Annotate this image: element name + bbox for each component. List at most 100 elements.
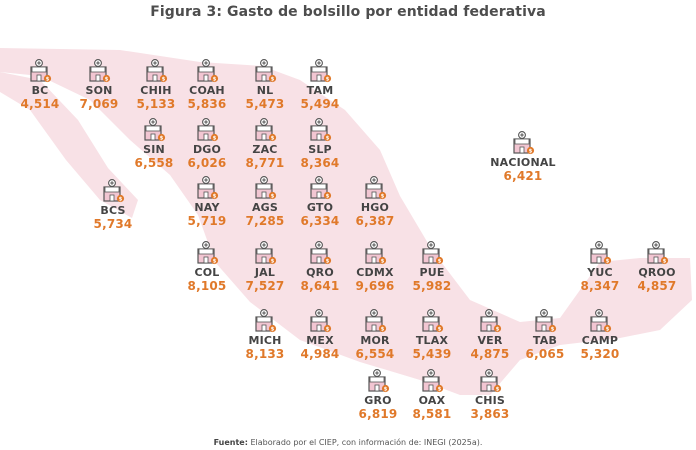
pharmacy-building-icon: $ bbox=[146, 59, 168, 82]
pharmacy-building-icon: $ bbox=[255, 59, 277, 82]
pharmacy-building-icon: $ bbox=[255, 176, 277, 199]
entity-label: HGO bbox=[360, 201, 390, 214]
entity-chis: $ CHIS 3,863 bbox=[452, 368, 528, 421]
svg-text:$: $ bbox=[213, 193, 217, 199]
entity-label: TLAX bbox=[415, 334, 449, 347]
entity-label: MOR bbox=[360, 334, 390, 347]
entity-slp: $ SLP 8,364 bbox=[282, 117, 358, 170]
pharmacy-building-icon: $ bbox=[255, 118, 277, 141]
entity-value: 5,836 bbox=[187, 97, 227, 111]
entity-value: 5,719 bbox=[187, 214, 227, 228]
entity-value: 5,982 bbox=[412, 279, 452, 293]
entity-value: 6,819 bbox=[358, 407, 398, 421]
entity-value: 6,065 bbox=[525, 347, 565, 361]
entity-value: 5,133 bbox=[136, 97, 176, 111]
pharmacy-building-icon: $ bbox=[590, 241, 612, 264]
entity-value: 6,558 bbox=[134, 156, 174, 170]
source-label: Fuente: bbox=[213, 438, 248, 447]
svg-text:$: $ bbox=[381, 258, 385, 264]
entity-label: AGS bbox=[251, 201, 279, 214]
entity-label: CHIH bbox=[140, 84, 172, 97]
pharmacy-building-icon: $ bbox=[513, 131, 535, 154]
pharmacy-building-icon: $ bbox=[647, 241, 669, 264]
svg-text:$: $ bbox=[326, 193, 330, 199]
svg-text:$: $ bbox=[119, 196, 123, 202]
svg-text:$: $ bbox=[160, 135, 164, 141]
entity-nay: $ NAY 5,719 bbox=[169, 175, 245, 228]
entity-value: 4,514 bbox=[20, 97, 60, 111]
entity-jal: $ JAL 7,527 bbox=[227, 240, 303, 293]
entity-label: COAH bbox=[189, 84, 225, 97]
svg-text:$: $ bbox=[326, 326, 330, 332]
entity-zac: $ ZAC 8,771 bbox=[227, 117, 303, 170]
entity-label: YUC bbox=[587, 266, 613, 279]
entity-label: TAB bbox=[532, 334, 558, 347]
entity-son: $ SON 7,069 bbox=[61, 58, 137, 111]
entity-tlax: $ TLAX 5,439 bbox=[394, 308, 470, 361]
pharmacy-building-icon: $ bbox=[310, 309, 332, 332]
pharmacy-building-icon: $ bbox=[365, 241, 387, 264]
svg-text:$: $ bbox=[529, 148, 533, 154]
entity-nacional: $ NACIONAL 6,421 bbox=[485, 130, 561, 183]
entity-tab: $ TAB 6,065 bbox=[507, 308, 583, 361]
entity-label: COL bbox=[194, 266, 220, 279]
svg-text:$: $ bbox=[496, 386, 500, 392]
pharmacy-building-icon: $ bbox=[422, 369, 444, 392]
pharmacy-building-icon: $ bbox=[422, 241, 444, 264]
entity-oax: $ OAX 8,581 bbox=[394, 368, 470, 421]
entity-label: JAL bbox=[254, 266, 276, 279]
entity-value: 6,421 bbox=[503, 169, 543, 183]
entity-pue: $ PUE 5,982 bbox=[394, 240, 470, 293]
entity-label: ZAC bbox=[252, 143, 278, 156]
entity-value: 6,554 bbox=[355, 347, 395, 361]
entity-camp: $ CAMP 5,320 bbox=[562, 308, 638, 361]
entity-label: PUE bbox=[419, 266, 445, 279]
entity-yuc: $ YUC 8,347 bbox=[562, 240, 638, 293]
entity-value: 4,875 bbox=[470, 347, 510, 361]
pharmacy-building-icon: $ bbox=[255, 241, 277, 264]
entity-label: BCS bbox=[100, 204, 126, 217]
svg-text:$: $ bbox=[381, 326, 385, 332]
entity-value: 4,857 bbox=[637, 279, 677, 293]
svg-text:$: $ bbox=[213, 76, 217, 82]
svg-text:$: $ bbox=[384, 386, 388, 392]
entity-bc: $ BC 4,514 bbox=[2, 58, 78, 111]
pharmacy-building-icon: $ bbox=[365, 176, 387, 199]
entity-value: 8,105 bbox=[187, 279, 227, 293]
entity-label: QROO bbox=[638, 266, 676, 279]
entity-value: 6,026 bbox=[187, 156, 227, 170]
entity-gto: $ GTO 6,334 bbox=[282, 175, 358, 228]
svg-text:$: $ bbox=[551, 326, 555, 332]
entity-label: TAM bbox=[306, 84, 334, 97]
pharmacy-building-icon: $ bbox=[365, 309, 387, 332]
entity-value: 9,696 bbox=[355, 279, 395, 293]
entity-value: 8,347 bbox=[580, 279, 620, 293]
entity-label: NACIONAL bbox=[490, 156, 556, 169]
entity-label: GTO bbox=[306, 201, 334, 214]
pharmacy-building-icon: $ bbox=[535, 309, 557, 332]
source-note: Fuente: Elaborado por el CIEP, con infor… bbox=[0, 438, 696, 447]
entity-label: QRO bbox=[306, 266, 334, 279]
entity-value: 8,641 bbox=[300, 279, 340, 293]
entity-hgo: $ HGO 6,387 bbox=[337, 175, 413, 228]
entity-qro: $ QRO 8,641 bbox=[282, 240, 358, 293]
entity-mor: $ MOR 6,554 bbox=[337, 308, 413, 361]
svg-text:$: $ bbox=[663, 258, 667, 264]
entity-mich: $ MICH 8,133 bbox=[227, 308, 303, 361]
svg-text:$: $ bbox=[606, 258, 610, 264]
svg-text:$: $ bbox=[271, 258, 275, 264]
entity-label: CDMX bbox=[356, 266, 394, 279]
svg-text:$: $ bbox=[438, 386, 442, 392]
pharmacy-building-icon: $ bbox=[310, 118, 332, 141]
entity-qroo: $ QROO 4,857 bbox=[619, 240, 695, 293]
pharmacy-building-icon: $ bbox=[197, 118, 219, 141]
mexico-mainland-shape bbox=[0, 48, 692, 395]
pharmacy-building-icon: $ bbox=[144, 118, 166, 141]
svg-text:$: $ bbox=[213, 135, 217, 141]
entity-sin: $ SIN 6,558 bbox=[116, 117, 192, 170]
pharmacy-building-icon: $ bbox=[422, 309, 444, 332]
entity-value: 5,439 bbox=[412, 347, 452, 361]
entity-value: 7,527 bbox=[245, 279, 285, 293]
pharmacy-building-icon: $ bbox=[255, 309, 277, 332]
svg-text:$: $ bbox=[496, 326, 500, 332]
